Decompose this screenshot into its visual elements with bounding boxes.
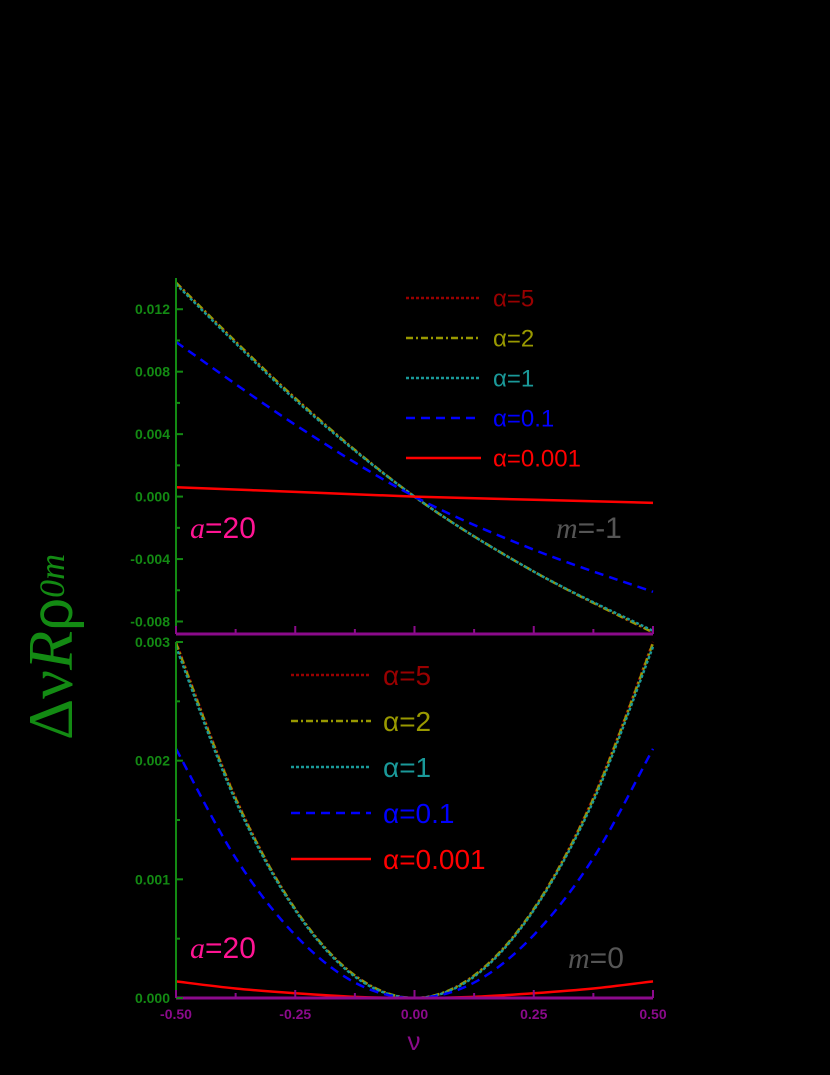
top-annotation-a20: a=20 bbox=[190, 512, 256, 545]
top-panel-curves bbox=[175, 281, 654, 634]
legend-label: α=0.1 bbox=[493, 405, 554, 432]
legend-label: α=5 bbox=[493, 285, 534, 312]
bottom-legend: α=5 α=2 α=1 α=0.1 α=0.001 bbox=[291, 660, 486, 875]
bottom-annotation-a20: a=20 bbox=[190, 932, 256, 965]
y-tick-label: -0.004 bbox=[130, 551, 170, 567]
y-tick-label: 0.000 bbox=[135, 489, 170, 505]
svg-text:ΔνRρ0m: ΔνRρ0m bbox=[15, 554, 86, 740]
top-legend: α=5 α=2 α=1 α=0.1 α=0.001 bbox=[406, 285, 581, 472]
series-line-0_1 bbox=[175, 340, 654, 594]
y-label-subscript: 0m bbox=[32, 554, 72, 598]
x-tick-label: 0.50 bbox=[639, 1006, 666, 1022]
bottom-y-ticks: 0.003 0.002 0.001 0.000 bbox=[135, 634, 183, 1006]
legend-label: α=2 bbox=[493, 325, 534, 352]
y-tick-label: 0.012 bbox=[135, 301, 170, 317]
legend-label: α=1 bbox=[493, 365, 534, 392]
x-tick-label: 0.00 bbox=[401, 1006, 428, 1022]
y-tick-label: 0.008 bbox=[135, 364, 170, 380]
y-tick-label: 0.004 bbox=[135, 426, 170, 442]
top-annotation-m: m=-1 bbox=[556, 512, 622, 545]
legend-label: α=0.1 bbox=[383, 798, 454, 829]
y-tick-label: 0.001 bbox=[135, 871, 170, 887]
y-axis-label: ΔνRρ0m bbox=[15, 554, 86, 740]
legend-label: α=0.001 bbox=[493, 445, 581, 472]
y-label-rho: ρ bbox=[20, 598, 85, 631]
legend-label: α=1 bbox=[383, 752, 431, 783]
y-label-delta-nu: Δν bbox=[15, 670, 86, 740]
y-label-R: R bbox=[15, 631, 86, 671]
top-x-ticks bbox=[175, 626, 654, 634]
x-tick-label: 0.25 bbox=[520, 1006, 547, 1022]
series-line-1 bbox=[174, 646, 655, 1000]
y-tick-label: 0.003 bbox=[135, 634, 170, 650]
bottom-annotation-m: m=0 bbox=[568, 942, 624, 975]
y-tick-label: 0.002 bbox=[135, 753, 170, 769]
legend-label: α=2 bbox=[383, 706, 431, 737]
legend-label: α=5 bbox=[383, 660, 431, 691]
top-panel-axes bbox=[175, 278, 653, 636]
legend-label: α=0.001 bbox=[383, 844, 486, 875]
x-tick-label: -0.50 bbox=[160, 1006, 192, 1022]
y-tick-label: -0.008 bbox=[130, 614, 170, 630]
top-y-ticks: 0.012 0.008 0.004 0.000 -0.004 -0.008 bbox=[130, 301, 183, 630]
bottom-x-ticks: -0.50 -0.25 0.00 0.25 0.50 bbox=[160, 990, 667, 1022]
x-tick-label: -0.25 bbox=[279, 1006, 311, 1022]
x-axis-label: ν bbox=[408, 1026, 421, 1056]
series-line-0_001 bbox=[175, 485, 654, 505]
y-tick-label: 0.000 bbox=[135, 990, 170, 1006]
series-line-1 bbox=[175, 283, 654, 632]
